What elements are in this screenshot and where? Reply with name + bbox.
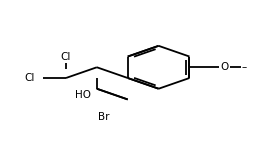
Text: Cl: Cl xyxy=(61,51,71,62)
Text: O: O xyxy=(220,62,229,72)
Text: HO: HO xyxy=(75,90,91,100)
Text: –: – xyxy=(241,62,247,72)
Text: Cl: Cl xyxy=(25,73,35,83)
Text: Br: Br xyxy=(98,112,109,122)
